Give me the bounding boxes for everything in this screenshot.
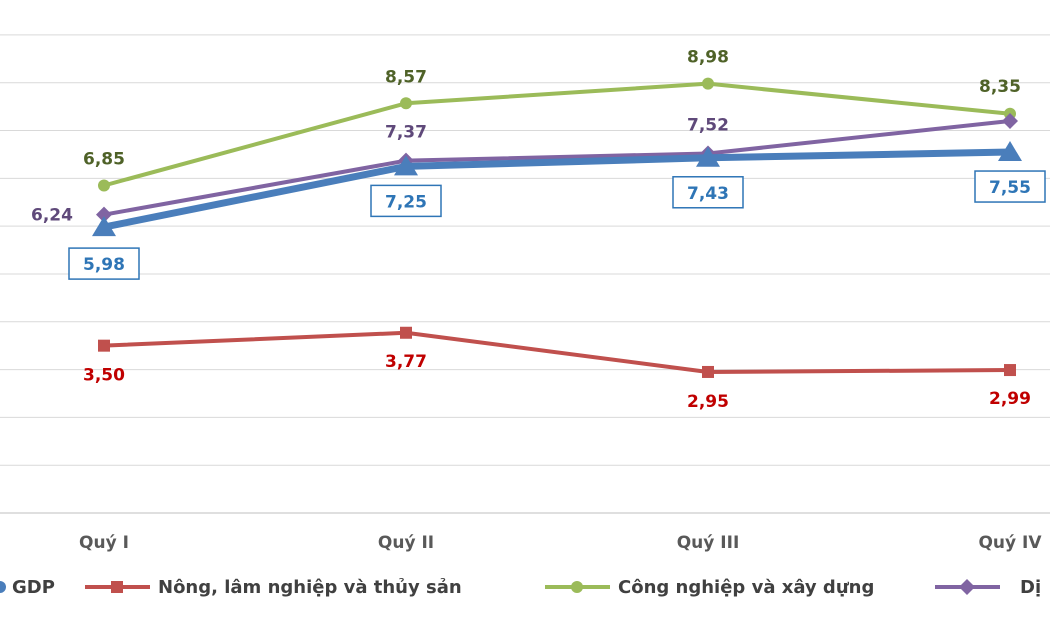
marker bbox=[1002, 112, 1018, 129]
x-tick-label: Quý II bbox=[378, 533, 434, 553]
marker bbox=[92, 216, 116, 237]
data-label: 5,98 bbox=[83, 255, 125, 275]
data-label: 7,52 bbox=[687, 115, 729, 135]
label-box bbox=[672, 176, 744, 209]
legend-marker bbox=[571, 581, 583, 593]
legend-marker bbox=[0, 581, 6, 593]
x-tick-label: Quý I bbox=[79, 533, 129, 553]
data-label: 8,98 bbox=[687, 48, 729, 68]
label-box bbox=[974, 170, 1046, 203]
marker bbox=[400, 97, 412, 110]
label-box bbox=[68, 247, 140, 280]
marker bbox=[702, 77, 714, 90]
marker bbox=[98, 339, 110, 352]
marker bbox=[96, 206, 112, 223]
x-tick-label: Quý III bbox=[677, 533, 740, 553]
legend-label: GDP bbox=[12, 577, 55, 598]
legend-marker bbox=[111, 581, 123, 593]
legend-label: Nông, lâm nghiệp và thủy sản bbox=[158, 577, 462, 598]
data-label: 2,95 bbox=[687, 392, 729, 412]
data-label: 7,25 bbox=[385, 192, 427, 212]
x-tick-label: Quý IV bbox=[978, 533, 1042, 553]
marker bbox=[998, 141, 1022, 162]
data-label: 8,57 bbox=[385, 67, 427, 87]
marker bbox=[400, 326, 412, 339]
marker bbox=[1004, 364, 1016, 377]
data-label: 6,85 bbox=[83, 150, 125, 170]
data-label: 7,55 bbox=[989, 178, 1031, 198]
data-label: 3,77 bbox=[385, 352, 427, 372]
marker bbox=[394, 155, 418, 176]
legend-marker bbox=[959, 579, 975, 595]
marker bbox=[98, 179, 110, 192]
series-line bbox=[103, 330, 1011, 374]
marker bbox=[696, 146, 720, 167]
data-label: 3,50 bbox=[83, 366, 125, 386]
data-label: 7,43 bbox=[687, 184, 729, 204]
series-line bbox=[103, 148, 1011, 231]
legend-label: Dị bbox=[1020, 577, 1041, 598]
data-label: 6,24 bbox=[31, 206, 73, 226]
data-label: 2,99 bbox=[989, 389, 1031, 409]
series-line bbox=[103, 81, 1011, 188]
marker bbox=[702, 365, 714, 378]
legend-label: Công nghiệp và xây dựng bbox=[618, 577, 874, 598]
data-label: 7,37 bbox=[385, 123, 427, 143]
label-box bbox=[370, 184, 442, 218]
series-line bbox=[103, 118, 1011, 217]
data-label: 8,35 bbox=[979, 77, 1021, 97]
